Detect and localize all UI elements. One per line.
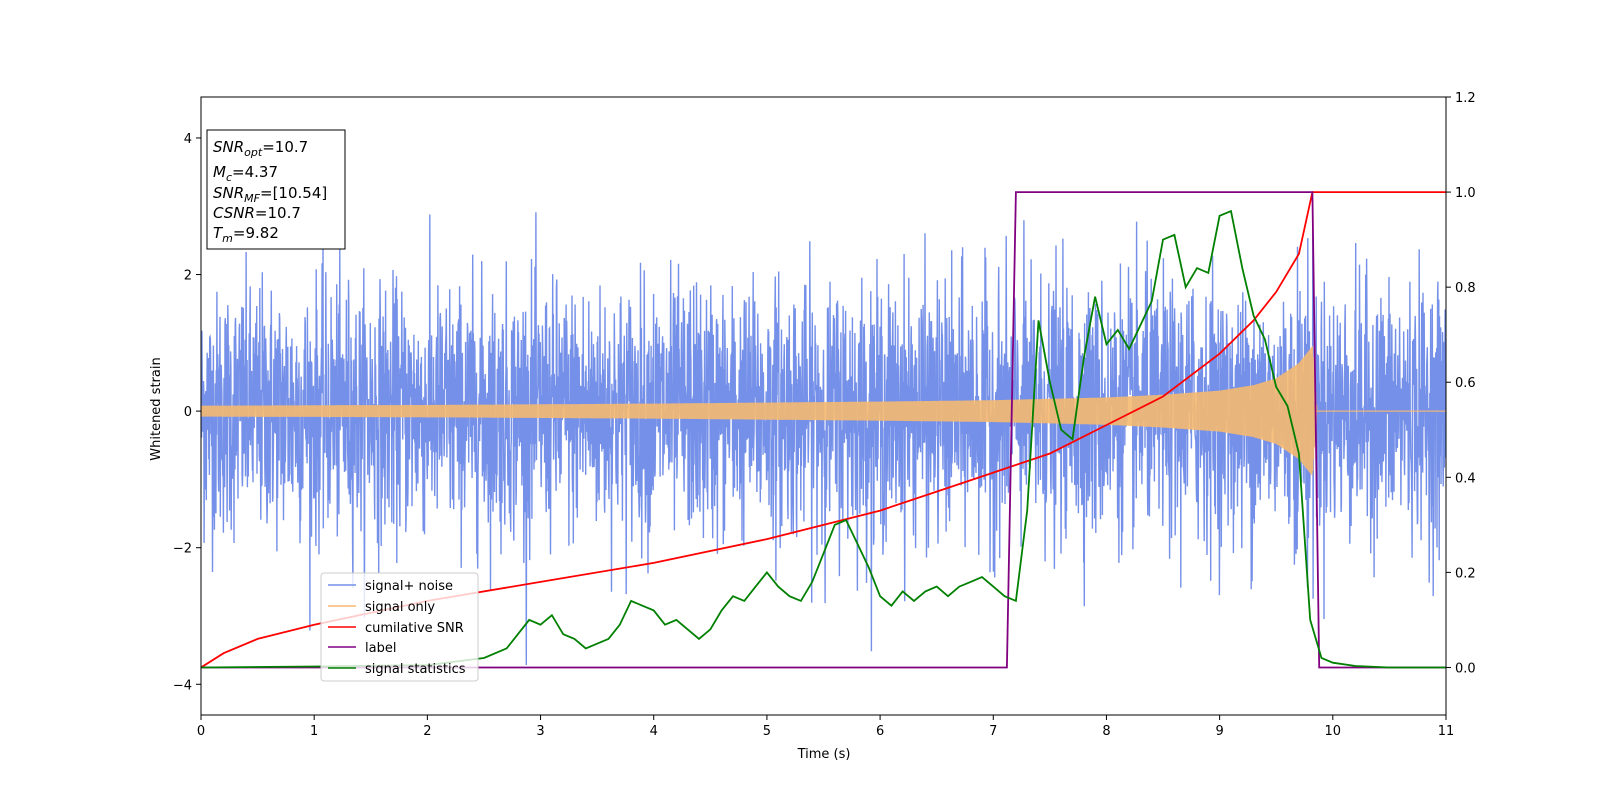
stat-snr-opt: SNRopt=10.7 xyxy=(213,138,308,159)
y-right-tick-label: 1.2 xyxy=(1455,91,1476,106)
x-tick-label: 9 xyxy=(1215,724,1223,739)
legend-label-signal-statistics: signal statistics xyxy=(365,662,466,677)
stat-mc: Mc=4.37 xyxy=(213,163,278,184)
y-left-tick-label: 2 xyxy=(184,269,192,284)
x-tick-label: 10 xyxy=(1325,724,1342,739)
series-signal-only-line xyxy=(201,346,1446,476)
x-tick-label: 1 xyxy=(310,724,318,739)
legend-label-cumulative-snr: cumilative SNR xyxy=(365,621,464,636)
x-axis-label: Time (s) xyxy=(797,747,851,762)
x-tick-label: 8 xyxy=(1102,724,1110,739)
x-tick-label: 6 xyxy=(876,724,884,739)
stat-tm: Tm=9.82 xyxy=(213,224,279,245)
y-left-tick-label: 4 xyxy=(184,132,192,147)
y-left-tick-label: −4 xyxy=(173,678,192,693)
axes: 0 1 2 3 4 5 6 7 8 9 10 11 −4 −2 0 2 4 0.0 0.2 0.4 0.6 0.8 1.0 1… xyxy=(173,91,1476,739)
y-right-tick-label: 0.2 xyxy=(1455,566,1476,581)
y-right-tick-label: 0.8 xyxy=(1455,281,1476,296)
legend-label-signal-noise: signal+ noise xyxy=(365,579,453,594)
x-tick-label: 4 xyxy=(650,724,658,739)
y-left-tick-label: −2 xyxy=(173,542,192,557)
x-tick-label: 0 xyxy=(197,724,205,739)
y-right-tick-label: 1.0 xyxy=(1455,186,1476,201)
y-right-tick-label: 0.0 xyxy=(1455,661,1476,676)
legend-label-label: label xyxy=(365,641,396,656)
y-axis-label: Whitened strain xyxy=(149,357,164,460)
x-tick-label: 7 xyxy=(989,724,997,739)
y-right-tick-label: 0.4 xyxy=(1455,471,1476,486)
x-tick-label: 11 xyxy=(1438,724,1455,739)
legend: signal+ noise signal only cumilative SNR… xyxy=(320,572,479,682)
plot-frame xyxy=(200,96,1447,716)
y-left-tick-label: 0 xyxy=(184,405,192,420)
stats-box: SNRopt=10.7 Mc=4.37 SNRMF=[10.54] CSNR=1… xyxy=(206,129,346,250)
x-tick-label: 3 xyxy=(536,724,544,739)
stat-snr-mf: SNRMF=[10.54] xyxy=(213,184,327,205)
series-signal-statistics-line xyxy=(201,209,1446,669)
x-tick-label: 2 xyxy=(423,724,431,739)
x-tick-label: 5 xyxy=(763,724,771,739)
stat-csnr: CSNR=10.7 xyxy=(213,204,301,222)
series-label-line xyxy=(201,191,1446,669)
y-right-tick-label: 0.6 xyxy=(1455,376,1476,391)
legend-label-signal-only: signal only xyxy=(365,600,435,615)
